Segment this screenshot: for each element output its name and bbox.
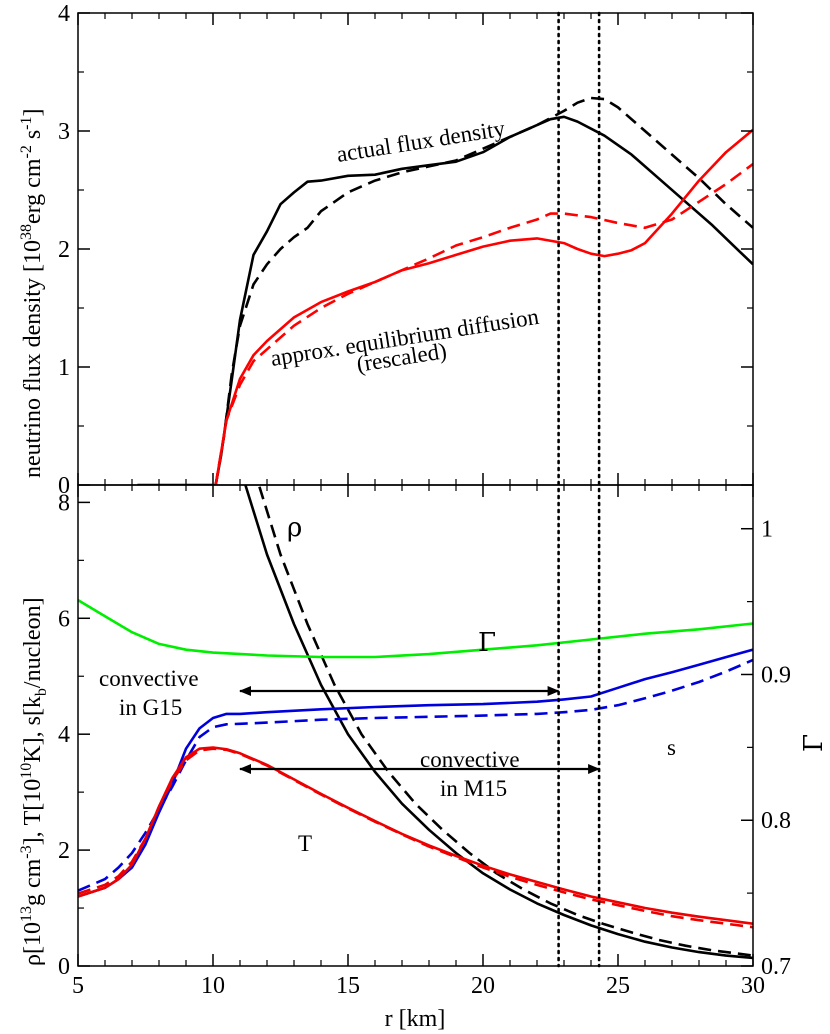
- x-axis-label: r [km]: [385, 1006, 446, 1032]
- right-y-tick-label-0.9: 0.9: [761, 662, 791, 688]
- right-y-tick-label-0.8: 0.8: [761, 808, 791, 834]
- top-y-tick-label-2: 2: [58, 237, 70, 263]
- top-y-tick-label-1: 1: [58, 355, 70, 381]
- right-y-tick-label-0.7: 0.7: [761, 954, 791, 980]
- bottom-ylabel-right: Γ: [799, 734, 829, 752]
- bottom-series-3: [78, 598, 753, 659]
- annotation-actual-flux: actual flux density: [335, 116, 507, 167]
- top-y-tick-label-0: 0: [58, 473, 70, 499]
- bottom-y-tick-label-0: 0: [58, 954, 70, 980]
- label-gamma: Γ: [478, 628, 496, 658]
- top-series-3: [214, 128, 753, 485]
- bottom-series-6: [78, 746, 753, 925]
- x-tick-label-30: 30: [741, 973, 765, 999]
- bottom-panel-frame: [77, 484, 754, 967]
- x-tick-label-20: 20: [471, 973, 495, 999]
- top-ylabel: neutrino flux density [1038erg cm-2 s-1]: [18, 109, 46, 479]
- bottom-y-tick-label-2: 2: [58, 838, 70, 864]
- top-panel: [137, 96, 753, 485]
- bottom-y-tick-label-6: 6: [58, 606, 70, 632]
- bottom-y-tick-label-4: 4: [58, 722, 70, 748]
- label-convective-g15-2: in G15: [119, 695, 182, 720]
- top-y-tick-label-4: 4: [58, 1, 70, 27]
- top-panel-frame: [77, 12, 754, 486]
- label-rho: ρ: [287, 513, 302, 543]
- label-convective-g15-1: convective: [99, 666, 199, 691]
- label-s: s: [667, 735, 676, 760]
- bottom-series-7: [78, 747, 753, 929]
- right-y-tick-label-1: 1: [761, 517, 773, 543]
- top-series-2: [214, 96, 753, 485]
- bottom-series-1: [244, 485, 753, 960]
- axis-ticks: 5 10 15 20 25 30 0 1 2 3 4 0 2 4 6 8 0.7 0.8 0.9 1: [58, 1, 791, 999]
- x-tick-label-15: 15: [336, 973, 360, 999]
- top-series-1: [137, 115, 753, 485]
- label-T: T: [298, 831, 312, 856]
- top-y-tick-label-3: 3: [58, 119, 70, 145]
- bottom-series-2: [257, 485, 753, 957]
- x-tick-label-25: 25: [606, 973, 630, 999]
- label-convective-m15-2: in M15: [440, 776, 507, 801]
- x-tick-label-10: 10: [201, 973, 225, 999]
- bottom-ylabel-left: ρ[1013g cm-3], T[1010K], s[kb/nucleon]: [18, 597, 50, 966]
- top-series-4: [214, 162, 753, 485]
- bottom-y-tick-label-8: 8: [58, 490, 70, 516]
- bottom-series-5: [78, 658, 753, 892]
- bottom-series-4: [78, 648, 753, 898]
- x-tick-label-5: 5: [72, 973, 84, 999]
